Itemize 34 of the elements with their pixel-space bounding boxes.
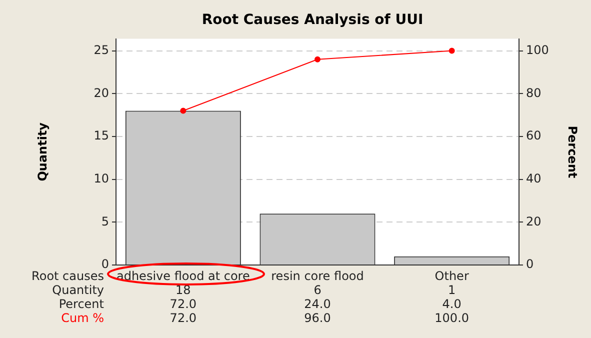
x-tick-label: resin core flood — [271, 269, 364, 284]
data-label: 18 — [176, 283, 191, 298]
x-tick-label: adhesive flood at core — [116, 269, 250, 284]
text: Cum % — [61, 311, 104, 326]
y2-tick-label: 40 — [526, 171, 542, 186]
data-label: 1 — [448, 283, 456, 298]
text: Quantity — [52, 283, 104, 298]
y2-axis-title: Percent — [566, 126, 580, 178]
y-tick-label: 20 — [94, 86, 109, 100]
y2-tick-label: 80 — [526, 86, 542, 100]
y-tick-label: 5 — [101, 214, 109, 228]
y-tick-label: 0 — [101, 257, 109, 272]
y2-tick-label: 20 — [526, 214, 542, 228]
text: Percent — [58, 297, 104, 312]
point — [314, 56, 320, 62]
y-tick-label: 25 — [94, 42, 109, 57]
y2-tick-label: 100 — [526, 42, 549, 57]
data-label: 96.0 — [304, 311, 331, 326]
chart-title: Root Causes Analysis of UUI — [202, 12, 424, 28]
text: 72.0 — [170, 297, 197, 312]
point — [180, 108, 186, 114]
data-label: 100.0 — [434, 311, 470, 326]
y2-tick-label: 0 — [526, 257, 534, 272]
y-axis-title: Quantity — [35, 122, 50, 182]
x-axis-title: Root causes — [32, 269, 104, 284]
x-tick-label: Other — [434, 269, 469, 284]
text: 24.0 — [304, 297, 331, 312]
data-label: 72.0 — [170, 311, 197, 326]
text: 4.0 — [442, 297, 462, 312]
y-tick-label: 15 — [94, 128, 109, 143]
y-tick-label: 10 — [94, 171, 109, 186]
y2-tick-label: 60 — [526, 128, 542, 143]
data-label: 6 — [314, 283, 322, 298]
point — [448, 48, 455, 54]
